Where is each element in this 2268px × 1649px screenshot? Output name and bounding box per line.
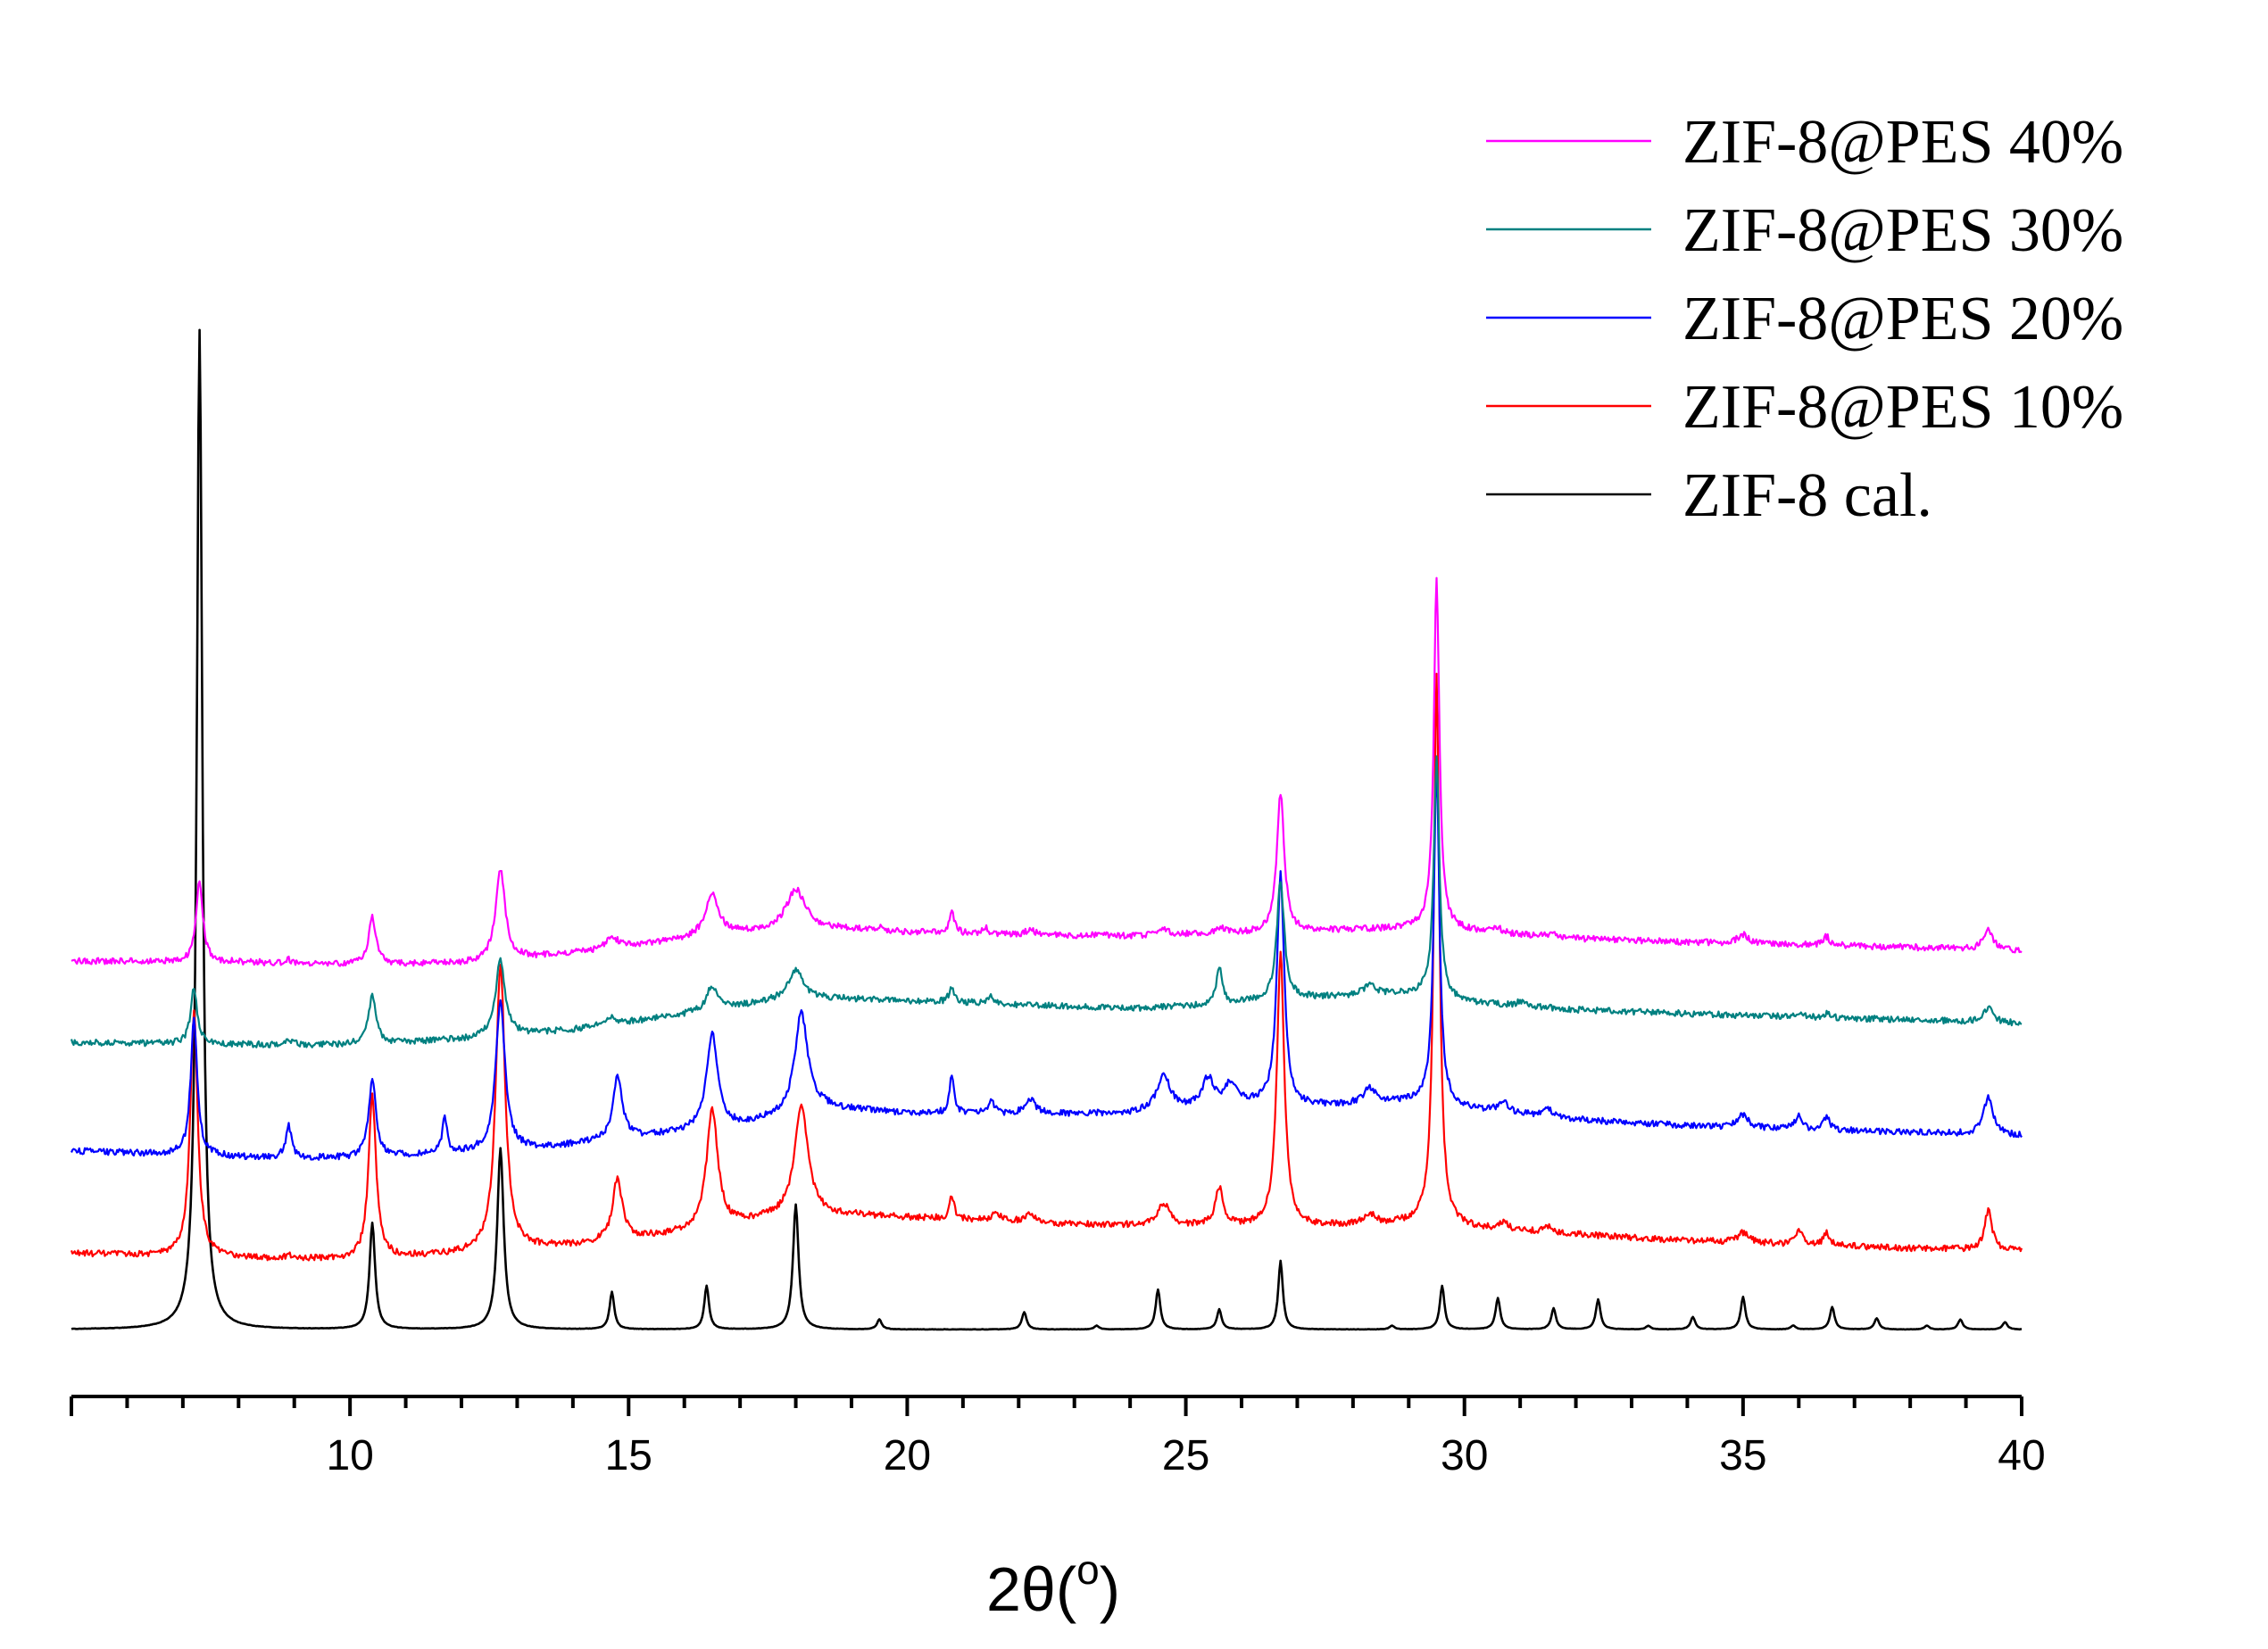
x-tick-label: 30 xyxy=(1441,1432,1488,1479)
x-axis-title-close: ) xyxy=(1100,1554,1120,1624)
x-axis-title-degree: o xyxy=(1076,1546,1100,1593)
series-line-zif-8-cal xyxy=(71,328,2023,1331)
x-tick-label: 25 xyxy=(1162,1432,1209,1479)
legend-label: ZIF-8@PES 40% xyxy=(1682,108,2123,177)
x-tick-label: 15 xyxy=(605,1432,652,1479)
x-axis-title-main: 2θ( xyxy=(986,1554,1076,1624)
series-line-zif-8-pes-40 xyxy=(71,576,2023,967)
series-line-zif-8-pes-20 xyxy=(70,765,2023,1161)
x-tick-label: 40 xyxy=(1998,1432,2045,1479)
legend-label: ZIF-8 cal. xyxy=(1682,461,1932,530)
x-tick-label: 35 xyxy=(1719,1432,1766,1479)
series-layer xyxy=(70,328,2023,1331)
series-line-zif-8-pes-10 xyxy=(70,672,2023,1262)
legend-label: ZIF-8@PES 10% xyxy=(1682,373,2123,442)
series-line-zif-8-pes-30 xyxy=(70,755,2023,1048)
x-tick-label: 20 xyxy=(884,1432,931,1479)
x-tick-label: 10 xyxy=(326,1432,373,1479)
x-axis-ticks: 10 15 20 25 30 35 40 xyxy=(70,1396,2046,1479)
x-axis-title: 2θ(o) xyxy=(986,1546,1120,1624)
legend: ZIF-8@PES 40% ZIF-8@PES 30% ZIF-8@PES 20% Z… xyxy=(1486,108,2123,530)
legend-label: ZIF-8@PES 20% xyxy=(1682,285,2123,353)
legend-label: ZIF-8@PES 30% xyxy=(1682,196,2123,265)
